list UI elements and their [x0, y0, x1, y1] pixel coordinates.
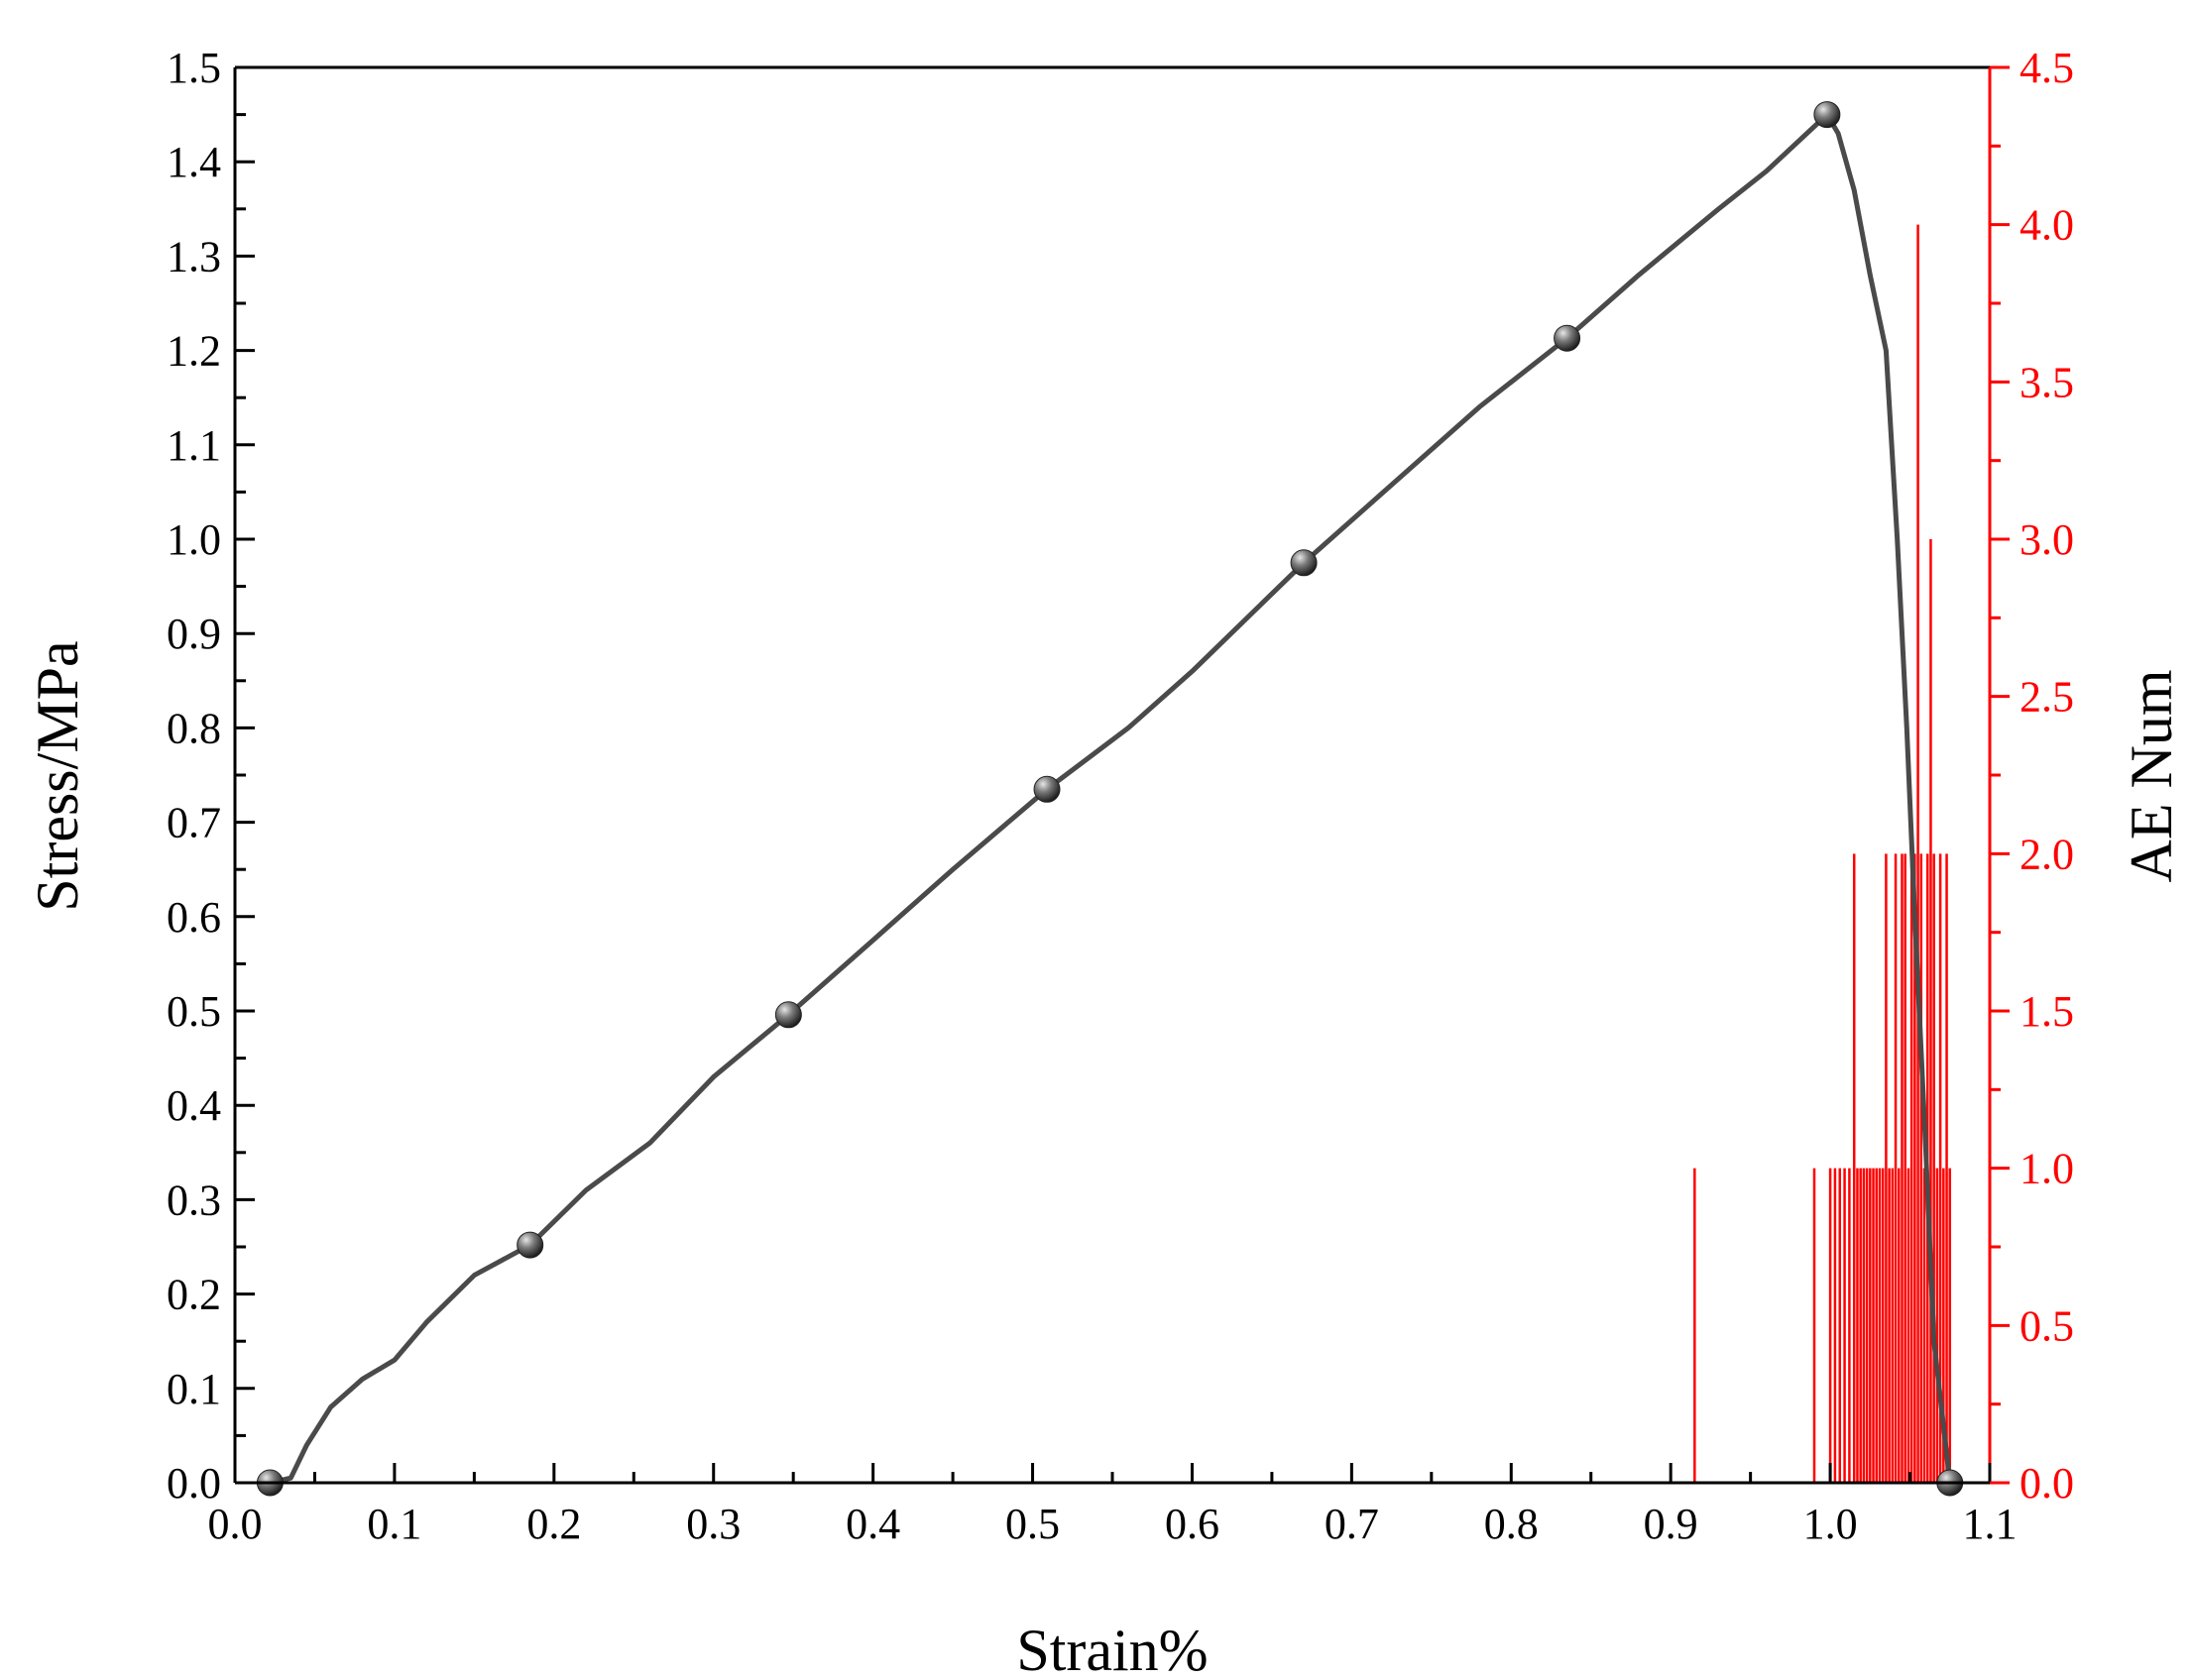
y-tick-label: 0.2	[167, 1271, 221, 1319]
y2-tick-label: 2.5	[2020, 673, 2074, 722]
x-tick-label: 0.8	[1484, 1500, 1539, 1548]
stress-marker	[517, 1231, 544, 1259]
y2-tick-label: 1.5	[2020, 987, 2074, 1036]
y-tick-label: 0.4	[167, 1081, 221, 1130]
y-tick-label: 0.5	[167, 987, 221, 1036]
y-tick-label: 0.1	[167, 1365, 221, 1413]
y-tick-label: 1.4	[167, 138, 221, 186]
x-axis-title: Strain%	[1016, 1618, 1208, 1680]
x-tick-label: 0.5	[1005, 1500, 1060, 1548]
y-tick-label: 0.3	[167, 1176, 221, 1224]
axes-group: 0.0 0.1 0.2 0.3 0.4 0.5 0.6 0.7 0.8 0.9 1.0 1.10.00…	[167, 44, 2074, 1548]
stress-marker	[1813, 101, 1841, 129]
y-axis-title: Stress/MPa	[25, 640, 90, 911]
y-tick-label: 1.1	[167, 421, 221, 470]
x-tick-label: 0.9	[1644, 1500, 1698, 1548]
y-tick-label: 0.0	[167, 1459, 221, 1508]
y2-tick-label: 4.5	[2020, 44, 2074, 92]
stress-line	[267, 112, 1953, 1486]
x-tick-label: 1.0	[1803, 1500, 1858, 1548]
x-tick-label: 0.0	[208, 1500, 263, 1548]
y2-tick-label: 0.5	[2020, 1301, 2074, 1350]
x-tick-label: 0.3	[686, 1500, 741, 1548]
x-tick-label: 0.6	[1165, 1500, 1219, 1548]
x-tick-label: 1.1	[1963, 1500, 2018, 1548]
x-tick-label: 0.7	[1325, 1500, 1379, 1548]
y2-tick-label: 3.0	[2020, 515, 2074, 564]
y-tick-label: 0.6	[167, 893, 221, 942]
y2-tick-label: 1.0	[2020, 1145, 2074, 1193]
stress-marker	[774, 1001, 802, 1029]
stress-line-group	[256, 101, 1964, 1497]
y-tick-label: 0.8	[167, 704, 221, 752]
stress-marker	[1033, 775, 1061, 803]
y-tick-label: 0.9	[167, 610, 221, 658]
stress-marker	[1290, 549, 1318, 577]
y-tick-label: 1.3	[167, 232, 221, 280]
y2-axis-title: AE Num	[2119, 670, 2184, 883]
y-tick-label: 1.5	[167, 44, 221, 92]
y-tick-label: 1.2	[167, 327, 221, 376]
y2-tick-label: 0.0	[2020, 1459, 2074, 1508]
x-tick-label: 0.4	[846, 1500, 900, 1548]
y2-tick-label: 3.5	[2020, 358, 2074, 406]
y-tick-label: 0.7	[167, 799, 221, 847]
y2-tick-label: 2.0	[2020, 830, 2074, 878]
x-tick-label: 0.2	[526, 1500, 581, 1548]
x-tick-label: 0.1	[367, 1500, 421, 1548]
stress-marker	[1554, 324, 1581, 352]
y-tick-label: 1.0	[167, 515, 221, 564]
y2-tick-label: 4.0	[2020, 201, 2074, 250]
